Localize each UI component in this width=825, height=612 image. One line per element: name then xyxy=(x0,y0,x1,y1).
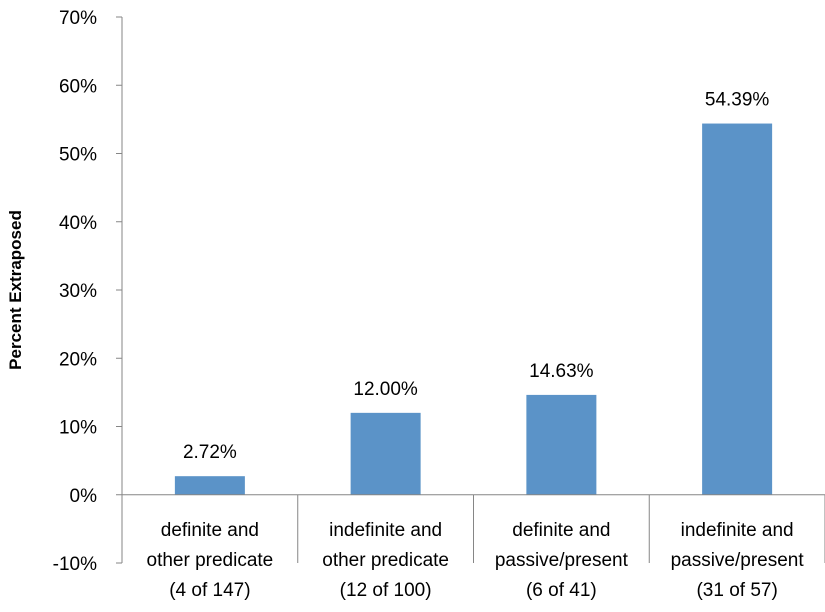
y-axis-title: Percent Extraposed xyxy=(6,210,25,370)
x-category-label: definite and xyxy=(161,520,259,541)
bar xyxy=(526,394,597,495)
x-category-label: definite and xyxy=(512,520,610,541)
x-category-label: (12 of 100) xyxy=(340,580,432,601)
data-label: 54.39% xyxy=(705,90,770,111)
x-category-label: passive/present xyxy=(671,550,805,571)
y-tick-label: 30% xyxy=(59,281,97,302)
x-category-label: other predicate xyxy=(147,550,274,571)
x-category-label: (4 of 147) xyxy=(169,580,250,601)
data-label: 2.72% xyxy=(183,442,237,463)
data-label: 12.00% xyxy=(353,379,418,400)
y-tick-label: 10% xyxy=(59,418,97,439)
data-label: 14.63% xyxy=(529,361,594,382)
x-category-label: passive/present xyxy=(495,550,629,571)
x-category-label: other predicate xyxy=(322,550,449,571)
x-category-label: indefinite and xyxy=(681,520,794,541)
y-tick-label: 70% xyxy=(59,8,97,29)
bar xyxy=(350,412,421,495)
y-tick-label: 40% xyxy=(59,213,97,234)
x-axis: definite and other predicate (4 of 147) ind… xyxy=(122,494,825,601)
y-tick-label: -10% xyxy=(53,554,97,575)
x-category-label: indefinite and xyxy=(329,520,442,541)
y-axis: -10% 0% 10% 20% 30% 40% 50% 60% 70% xyxy=(53,8,123,575)
x-category-label: (31 of 57) xyxy=(696,580,777,601)
y-tick-label: 60% xyxy=(59,76,97,97)
bars: 2.72% 12.00% 14.63% 54.39% xyxy=(174,90,773,495)
y-tick-label: 0% xyxy=(70,486,98,507)
y-tick-label: 20% xyxy=(59,349,97,370)
bar xyxy=(174,476,245,495)
x-category-label: (6 of 41) xyxy=(526,580,597,601)
bar xyxy=(702,123,773,495)
y-tick-label: 50% xyxy=(59,145,97,166)
